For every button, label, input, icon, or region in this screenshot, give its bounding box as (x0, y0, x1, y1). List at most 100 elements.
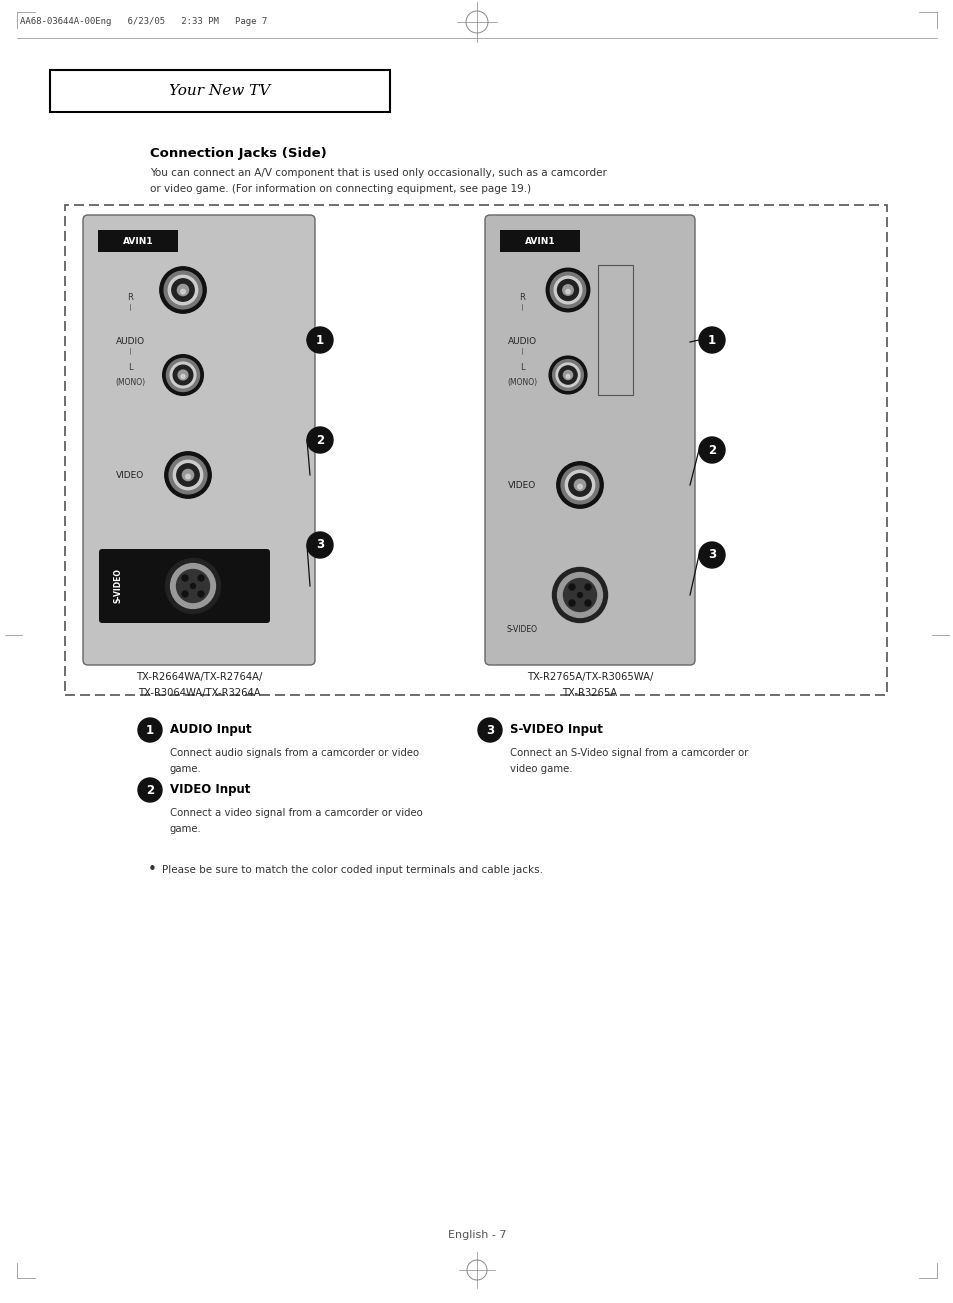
Text: 1: 1 (315, 334, 324, 347)
Text: Please be sure to match the color coded input terminals and cable jacks.: Please be sure to match the color coded … (162, 865, 542, 876)
Text: Connect an S-Video signal from a camcorder or: Connect an S-Video signal from a camcord… (510, 748, 747, 758)
Text: R: R (127, 293, 132, 302)
Circle shape (165, 559, 220, 614)
Bar (598, 265, 633, 395)
Circle shape (699, 327, 724, 353)
Text: VIDEO: VIDEO (115, 470, 144, 480)
Text: S-VIDEO: S-VIDEO (113, 568, 122, 603)
Text: S-VIDEO Input: S-VIDEO Input (510, 723, 602, 736)
Circle shape (584, 584, 590, 590)
Circle shape (176, 464, 199, 486)
Text: (MONO): (MONO) (114, 378, 145, 387)
Bar (50, 70, 390, 112)
Text: TX-R3064WA/TX-R3264A: TX-R3064WA/TX-R3264A (137, 688, 260, 698)
Circle shape (172, 279, 194, 301)
Text: AVIN1: AVIN1 (524, 237, 555, 245)
Circle shape (191, 584, 195, 589)
Circle shape (556, 364, 579, 387)
Circle shape (557, 461, 602, 508)
Text: L: L (519, 364, 524, 373)
Text: 3: 3 (485, 723, 494, 736)
Circle shape (552, 360, 582, 391)
Circle shape (177, 284, 189, 296)
Text: 2: 2 (146, 783, 153, 796)
Circle shape (563, 579, 596, 611)
Circle shape (552, 568, 607, 623)
Text: Your New TV: Your New TV (170, 83, 271, 98)
Circle shape (699, 542, 724, 568)
Circle shape (549, 356, 586, 394)
Circle shape (568, 599, 575, 606)
Text: or video game. (For information on connecting equipment, see page 19.): or video game. (For information on conne… (150, 184, 531, 194)
Text: Connect a video signal from a camcorder or video: Connect a video signal from a camcorder … (170, 808, 422, 818)
Circle shape (568, 474, 591, 496)
Text: 3: 3 (707, 549, 716, 562)
Circle shape (168, 275, 197, 305)
Circle shape (550, 272, 585, 308)
FancyBboxPatch shape (83, 215, 314, 665)
Circle shape (138, 778, 162, 803)
Circle shape (169, 456, 207, 494)
Text: 3: 3 (315, 538, 324, 551)
Circle shape (138, 718, 162, 741)
Bar (98, 231, 178, 251)
Circle shape (186, 474, 190, 478)
Circle shape (558, 366, 577, 384)
Text: VIDEO Input: VIDEO Input (170, 783, 250, 796)
Circle shape (178, 370, 188, 380)
Circle shape (307, 427, 333, 453)
Circle shape (307, 532, 333, 558)
Text: 1: 1 (707, 334, 716, 347)
Text: L: L (128, 364, 132, 373)
Circle shape (171, 564, 215, 609)
Text: VIDEO: VIDEO (507, 481, 536, 490)
Circle shape (578, 485, 581, 489)
Text: AUDIO Input: AUDIO Input (170, 723, 252, 736)
Text: 2: 2 (315, 434, 324, 447)
Circle shape (165, 452, 211, 498)
Text: 1: 1 (146, 723, 153, 736)
Text: Connection Jacks (Side): Connection Jacks (Side) (150, 147, 327, 160)
Text: Connect audio signals from a camcorder or video: Connect audio signals from a camcorder o… (170, 748, 418, 758)
Text: TX-R2765A/TX-R3065WA/: TX-R2765A/TX-R3065WA/ (526, 672, 653, 681)
Circle shape (198, 575, 204, 581)
Text: R: R (518, 293, 524, 302)
Circle shape (176, 569, 210, 602)
Circle shape (560, 466, 598, 504)
Circle shape (562, 285, 573, 296)
Circle shape (167, 358, 199, 391)
Circle shape (565, 374, 569, 378)
Circle shape (173, 365, 193, 384)
Text: TX-R3265A: TX-R3265A (562, 688, 617, 698)
Circle shape (164, 271, 202, 309)
Circle shape (182, 592, 188, 597)
Text: game.: game. (170, 823, 201, 834)
Text: video game.: video game. (510, 764, 572, 774)
Text: AA68-03644A-00Eng   6/23/05   2:33 PM   Page 7: AA68-03644A-00Eng 6/23/05 2:33 PM Page 7 (20, 17, 267, 26)
FancyBboxPatch shape (99, 549, 270, 623)
Circle shape (554, 276, 581, 304)
Text: 2: 2 (707, 443, 716, 456)
Circle shape (198, 592, 204, 597)
Circle shape (568, 584, 575, 590)
Circle shape (563, 370, 572, 379)
Circle shape (557, 572, 601, 618)
Circle shape (170, 362, 195, 388)
Circle shape (163, 354, 203, 395)
Circle shape (577, 593, 582, 598)
Text: English - 7: English - 7 (447, 1230, 506, 1240)
Circle shape (557, 280, 578, 301)
FancyBboxPatch shape (484, 215, 695, 665)
Text: TX-R2664WA/TX-R2764A/: TX-R2664WA/TX-R2764A/ (135, 672, 262, 681)
Bar (65, 205, 886, 694)
Circle shape (182, 575, 188, 581)
Circle shape (180, 289, 185, 294)
Circle shape (173, 460, 202, 490)
Circle shape (182, 469, 193, 481)
Circle shape (565, 470, 594, 500)
Text: •: • (148, 863, 156, 877)
Circle shape (574, 480, 585, 491)
Text: game.: game. (170, 764, 201, 774)
Text: AVIN1: AVIN1 (123, 237, 153, 245)
Text: (MONO): (MONO) (506, 378, 537, 387)
